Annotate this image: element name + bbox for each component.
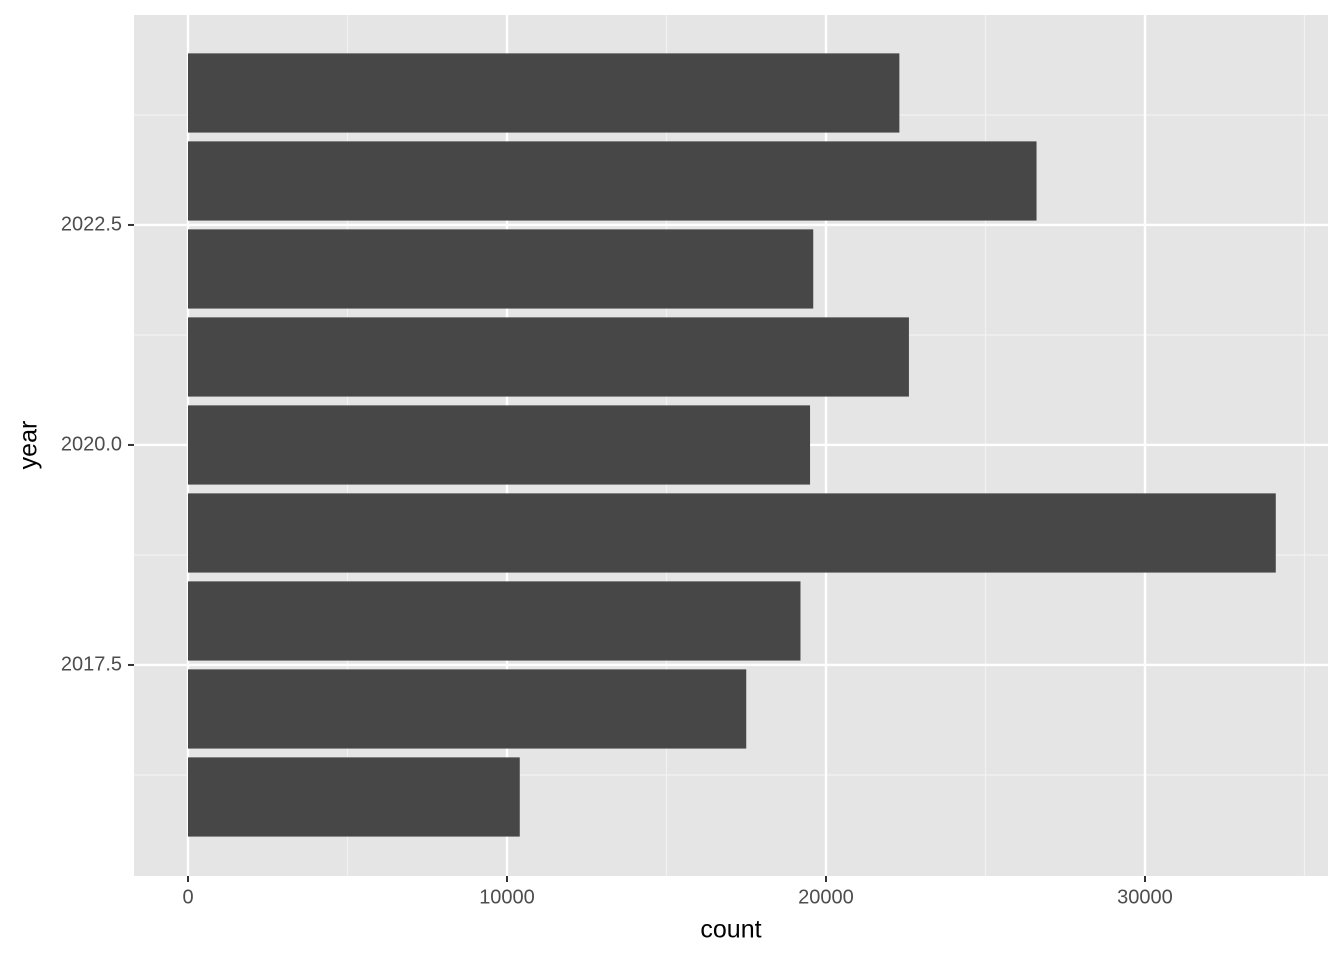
y-tick-label: 2020.0 xyxy=(61,433,122,455)
bar xyxy=(188,405,811,485)
bar xyxy=(188,757,520,837)
x-tick-label: 0 xyxy=(182,886,193,908)
bar xyxy=(188,53,900,133)
bar xyxy=(188,317,909,397)
bar xyxy=(188,229,814,309)
x-tick-label: 30000 xyxy=(1117,886,1173,908)
bar xyxy=(188,493,1276,573)
y-axis-title: year xyxy=(15,421,43,470)
y-tick-label: 2022.5 xyxy=(61,213,122,235)
x-axis-title: count xyxy=(700,916,761,944)
x-tick-label: 20000 xyxy=(798,886,854,908)
bar xyxy=(188,141,1037,221)
x-tick-label: 10000 xyxy=(479,886,535,908)
bar xyxy=(188,581,801,661)
y-tick-label: 2017.5 xyxy=(61,653,122,675)
bar xyxy=(188,669,747,749)
